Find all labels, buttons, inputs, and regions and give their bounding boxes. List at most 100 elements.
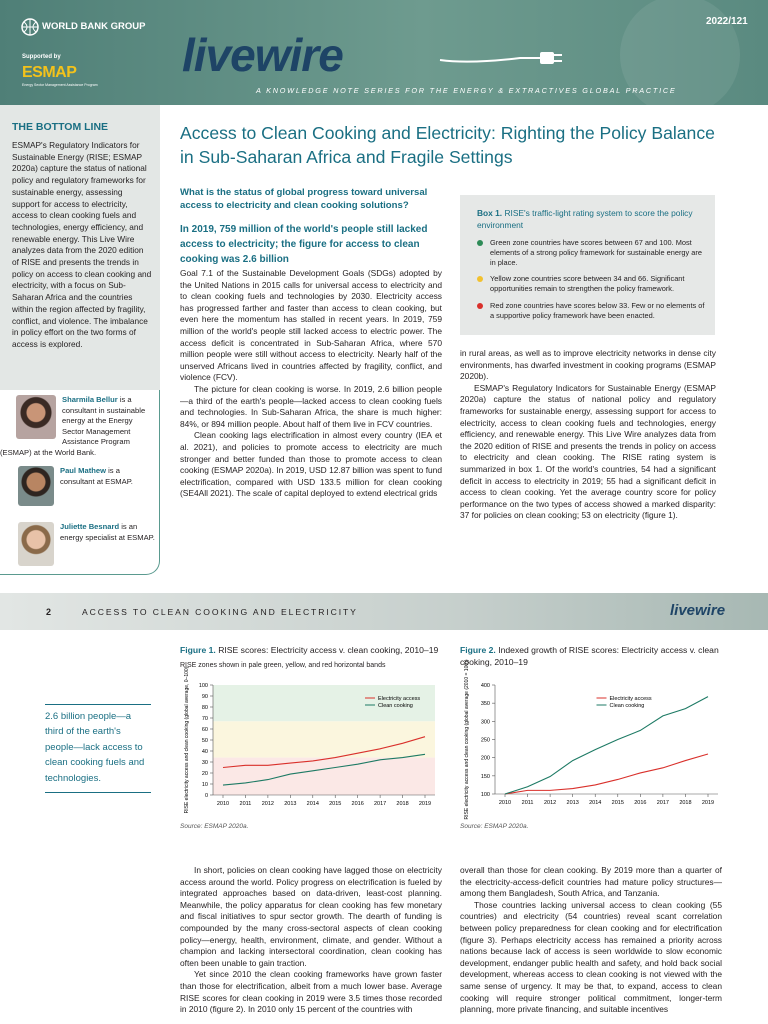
x-tick-label: 2014: [589, 800, 601, 806]
y-tick-label: 100: [481, 792, 490, 798]
header-art: [21, 0, 740, 105]
column: Goal 7.1 of the Sustainable Development …: [180, 268, 442, 500]
paragraph: in rural areas, as well as to improve el…: [460, 348, 716, 382]
y-tick-label: 150: [481, 774, 490, 780]
box-list: Green zone countries have scores between…: [477, 238, 705, 328]
column: In short, policies on clean cooking have…: [180, 865, 442, 1016]
author-text: is an energy specialist at ESMAP.: [60, 522, 155, 542]
figure-title-text: Indexed growth of RISE scores: Electrici…: [460, 645, 719, 667]
author-text: is a consultant in sustainable energy at…: [0, 395, 146, 457]
box-title: Box 1. RISE's traffic-light rating syste…: [477, 207, 702, 231]
legend-label: Electricity access: [378, 696, 420, 702]
page-number: 2: [46, 607, 52, 617]
sidebar-heading: THE BOTTOM LINE: [12, 121, 109, 133]
x-tick-label: 2013: [567, 800, 579, 806]
paragraph: Yet since 2010 the clean cooking framewo…: [180, 969, 442, 1015]
running-title: ACCESS TO CLEAN COOKING AND ELECTRICITY: [82, 607, 358, 617]
figure-source: Source: ESMAP 2020a.: [460, 823, 529, 830]
x-tick-label: 2011: [240, 801, 252, 807]
author-photo: [18, 522, 54, 566]
author: Juliette Besnard is an energy specialist…: [0, 522, 155, 566]
sidebar: THE BOTTOM LINE ESMAP's Regulatory Indic…: [0, 105, 160, 390]
y-tick-label: 250: [481, 738, 490, 744]
brand-logo: livewire: [182, 29, 344, 81]
x-tick-label: 2012: [544, 800, 556, 806]
answer: In 2019, 759 million of the world's peop…: [180, 224, 428, 265]
paragraph: Goal 7.1 of the Sustainable Development …: [180, 268, 442, 383]
y-tick-label: 400: [481, 683, 490, 689]
x-tick-label: 2018: [679, 800, 691, 806]
x-tick-label: 2015: [612, 800, 624, 806]
bullet: [477, 276, 483, 283]
x-tick-label: 2013: [284, 801, 296, 807]
box-item-text: Green zone countries have scores between…: [490, 238, 702, 267]
x-tick-label: 2018: [396, 801, 408, 807]
y-axis-label: RISE electricity access and clean cookin…: [184, 666, 190, 813]
author-photo: [16, 395, 56, 439]
y-tick-label: 200: [481, 756, 490, 762]
y-tick-label: 80: [202, 705, 208, 711]
x-tick-label: 2011: [522, 800, 534, 806]
paragraph: Those countries lacking universal access…: [460, 899, 722, 1015]
line-series: [504, 696, 709, 795]
y-tick-label: 70: [202, 716, 208, 722]
line-series: [504, 753, 709, 795]
y-tick-label: 60: [202, 727, 208, 733]
y-tick-label: 300: [481, 719, 490, 725]
brand-small: livewire: [670, 602, 726, 619]
y-tick-label: 10: [202, 782, 208, 788]
box-item: Green zone countries have scores between…: [477, 238, 705, 267]
paragraph: ESMAP's Regulatory Indicators for Sustai…: [460, 382, 716, 521]
x-tick-label: 2010: [217, 801, 229, 807]
supported-by: Supported by: [22, 54, 61, 60]
paragraph: The picture for clean cooking is worse. …: [180, 383, 442, 429]
zone-band: [213, 685, 435, 722]
y-tick-label: 40: [202, 749, 208, 755]
pull-quote: 2.6 billion people—a third of the earth'…: [45, 704, 151, 794]
box-item-text: Red zone countries have scores below 33.…: [490, 300, 705, 320]
y-tick-label: 0: [205, 793, 208, 799]
column: in rural areas, as well as to improve el…: [460, 348, 716, 522]
chart: 0 10 20 30 40 50 60 70 80 90 100 2010 2011 2012 2013 20…: [184, 666, 435, 813]
legend-label: Clean cooking: [610, 703, 645, 709]
y-axis-label: RISE electricity access and clean cookin…: [464, 659, 470, 819]
x-tick-label: 2016: [634, 800, 646, 806]
page-header: 2 ACCESS TO CLEAN COOKING AND ELECTRICIT…: [0, 593, 768, 630]
legend-label: Electricity access: [610, 696, 652, 702]
author-photo: [18, 466, 54, 506]
box: Box 1. RISE's traffic-light rating syste…: [460, 195, 715, 335]
box-label: Box 1.: [477, 208, 503, 218]
y-tick-label: 20: [202, 771, 208, 777]
figure-source: Source: ESMAP 2020a.: [180, 823, 249, 830]
figure-title: Figure 1. RISE scores: Electricity acces…: [180, 645, 445, 657]
author: Paul Mathew is a consultant at ESMAP.: [0, 466, 155, 506]
paragraph: Clean cooking lags electrification in al…: [180, 430, 442, 499]
author: Sharmila Bellur is a consultant in susta…: [0, 395, 155, 458]
zone-band: [213, 721, 435, 758]
article-title: Access to Clean Cooking and Electricity:…: [180, 123, 715, 167]
x-tick-label: 2012: [262, 801, 274, 807]
sidebar-text: ESMAP's Regulatory Indicators for Sustai…: [12, 140, 152, 349]
paragraph: overall than those for clean cooking. By…: [460, 865, 722, 899]
box-item: Yellow zone countries score between 34 a…: [477, 274, 705, 294]
figure-title-text: RISE scores: Electricity access v. clean…: [215, 645, 439, 655]
x-tick-label: 2019: [702, 800, 714, 806]
legend-label: Clean cooking: [378, 703, 413, 709]
author-name: Paul Mathew: [60, 466, 106, 475]
column: overall than those for clean cooking. By…: [460, 865, 722, 1016]
bullet: [477, 240, 483, 246]
line-series: [222, 736, 426, 769]
issue-number: 2022/121: [706, 16, 748, 27]
header: WORLD BANK GROUP Supported by ESMAP Ener…: [0, 0, 768, 105]
paragraph: In short, policies on clean cooking have…: [180, 865, 442, 968]
line-series: [222, 753, 426, 786]
box-title-text: RISE's traffic-light rating system to sc…: [477, 208, 693, 230]
author-text: is a consultant at ESMAP.: [60, 466, 133, 486]
question: What is the status of global progress to…: [180, 187, 428, 211]
figure-title: Figure 2. Indexed growth of RISE scores:…: [460, 645, 722, 668]
y-tick-label: 50: [202, 738, 208, 744]
box-item: Red zone countries have scores below 33.…: [477, 301, 705, 321]
org-name: WORLD BANK GROUP: [42, 21, 146, 32]
tagline: A KNOWLEDGE NOTE SERIES FOR THE ENERGY &…: [256, 86, 677, 95]
figure-label: Figure 2.: [460, 645, 496, 655]
